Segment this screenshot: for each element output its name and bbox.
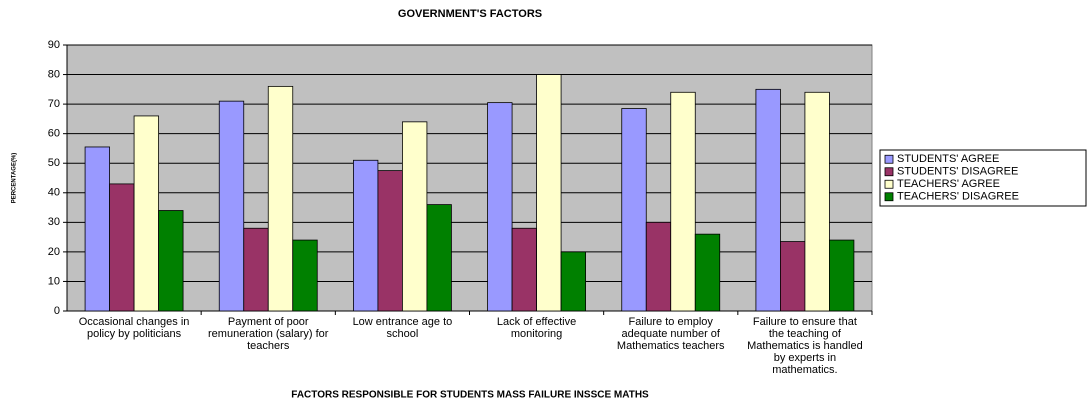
bar	[804, 91, 830, 312]
legend-swatch	[884, 192, 894, 202]
x-tick-label: Payment of poor remuneration (salary) fo…	[208, 316, 329, 352]
bar	[621, 108, 647, 312]
bar	[487, 102, 513, 312]
bar	[243, 227, 269, 312]
bar	[829, 239, 855, 312]
x-tick-label: Lack of effective monitoring	[496, 316, 577, 340]
x-tick-label-box: Payment of poor remuneration (salary) fo…	[208, 316, 329, 352]
legend-swatch	[884, 154, 894, 164]
legend-label: TEACHERS' DISAGREE	[897, 191, 1019, 203]
bar	[353, 159, 379, 312]
plot-area	[66, 44, 873, 312]
legend-box	[879, 149, 1087, 207]
x-tick-label-box: Occasional changes in policy by politici…	[78, 316, 190, 340]
bar	[755, 88, 781, 312]
y-tick-label: 0	[54, 305, 60, 317]
y-tick-label: 10	[48, 275, 60, 287]
legend-label: TEACHERS' AGREE	[897, 178, 1000, 190]
bar	[133, 115, 159, 312]
bar	[84, 146, 110, 312]
legend-swatch	[884, 179, 894, 189]
bar	[158, 210, 184, 312]
y-tick-label: 70	[48, 98, 60, 110]
y-axis-title: PERCENTAGE(%)	[12, 153, 18, 204]
y-tick-label: 50	[48, 157, 60, 169]
bar	[780, 241, 806, 312]
bar	[426, 204, 452, 312]
y-tick-label: 80	[48, 68, 60, 80]
legend-label: STUDENTS' AGREE	[897, 153, 999, 165]
bar	[645, 221, 672, 312]
x-tick-label-box: Failure to ensure that the teaching of M…	[747, 316, 863, 376]
y-tick-label: 20	[48, 246, 60, 258]
chart-title: GOVERNMENT'S FACTORS	[398, 8, 542, 20]
legend-swatch	[884, 167, 894, 177]
bar	[218, 100, 245, 312]
x-tick-label: Failure to ensure that the teaching of M…	[747, 316, 863, 376]
y-tick-label: 40	[48, 187, 60, 199]
bar	[694, 233, 721, 312]
x-tick-label: Occasional changes in policy by politici…	[78, 316, 190, 340]
x-tick-label-box: Failure to employ adequate number of Mat…	[616, 316, 725, 352]
bar	[511, 227, 537, 312]
bar	[267, 85, 294, 312]
x-tick-label-box: Lack of effective monitoring	[496, 316, 577, 340]
bar	[377, 170, 403, 312]
bar	[109, 183, 135, 312]
bar	[670, 91, 696, 312]
y-tick-label: 60	[48, 128, 60, 140]
x-axis-title: FACTORS RESPONSIBLE FOR STUDENTS MASS FA…	[291, 390, 649, 401]
x-tick-label-box: Low entrance age to school	[352, 316, 453, 340]
x-tick-label: Low entrance age to school	[352, 316, 453, 340]
bar	[560, 251, 586, 312]
bar	[402, 121, 428, 312]
bar	[292, 239, 318, 312]
y-tick-label: 90	[48, 39, 60, 51]
legend-label: STUDENTS' DISAGREE	[897, 166, 1018, 178]
bar	[536, 74, 562, 312]
y-tick-label: 30	[48, 216, 60, 228]
x-tick-label: Failure to employ adequate number of Mat…	[616, 316, 725, 352]
